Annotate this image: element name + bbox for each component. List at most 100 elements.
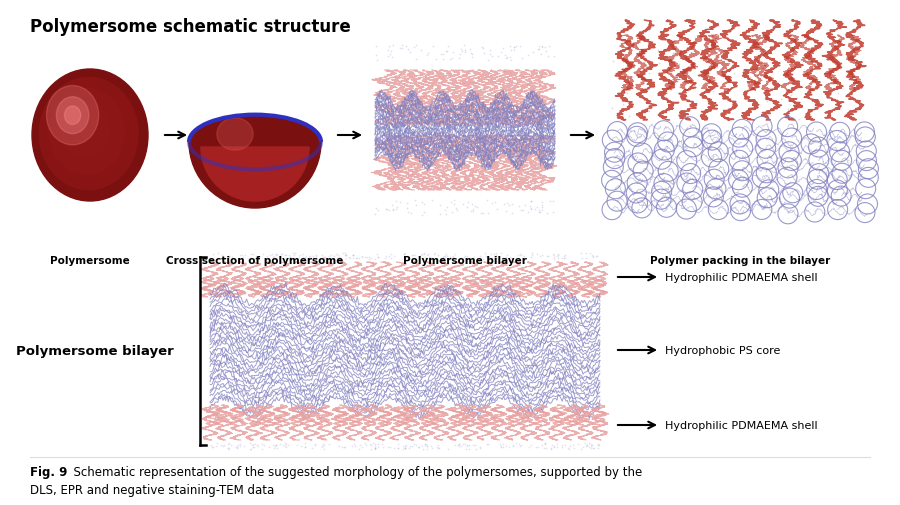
Point (543, 197, 557, 206)
Point (452, 440, 466, 448)
Point (363, 440, 377, 448)
Point (573, 249, 588, 258)
Point (345, 442, 359, 450)
Point (247, 443, 261, 451)
Point (440, 47, 454, 56)
Point (235, 252, 249, 260)
Point (590, 252, 605, 261)
Point (281, 441, 295, 449)
Point (417, 208, 431, 216)
Point (503, 46, 517, 55)
Point (280, 255, 294, 263)
Point (316, 254, 330, 262)
Point (357, 254, 372, 262)
Point (420, 250, 435, 259)
Point (255, 440, 269, 448)
Point (780, 106, 795, 114)
Point (512, 442, 526, 450)
Point (407, 256, 421, 264)
Point (397, 250, 411, 259)
Point (285, 249, 300, 258)
Point (617, 76, 632, 84)
Point (323, 255, 338, 263)
Point (547, 252, 562, 260)
Point (530, 443, 544, 451)
Point (283, 254, 297, 262)
Point (438, 250, 453, 258)
Point (246, 440, 260, 448)
Point (447, 200, 462, 209)
Point (468, 441, 482, 449)
Point (430, 251, 445, 259)
Point (584, 441, 598, 449)
Point (473, 254, 488, 262)
Point (496, 45, 510, 54)
Point (382, 51, 397, 59)
Point (322, 252, 337, 261)
Text: Polymer packing in the bilayer: Polymer packing in the bilayer (650, 256, 830, 266)
Point (266, 253, 280, 261)
Point (419, 440, 434, 448)
Text: Polymersome schematic structure: Polymersome schematic structure (30, 18, 351, 36)
Point (329, 250, 344, 259)
Point (433, 50, 447, 59)
Point (535, 203, 549, 211)
Point (295, 254, 310, 262)
Point (513, 207, 527, 215)
Point (293, 442, 308, 450)
Point (525, 251, 539, 260)
Point (244, 250, 258, 259)
Point (453, 50, 467, 59)
Point (727, 70, 742, 78)
Point (368, 43, 382, 52)
Point (213, 441, 228, 449)
Point (459, 445, 473, 453)
Point (419, 442, 434, 450)
Point (481, 210, 495, 218)
Point (386, 42, 400, 50)
Point (447, 250, 462, 258)
Point (469, 445, 483, 453)
Point (367, 440, 382, 448)
Text: Polymersome: Polymersome (50, 256, 130, 266)
Point (485, 53, 500, 61)
Point (365, 439, 380, 447)
Point (607, 58, 621, 66)
Point (586, 252, 600, 261)
Point (224, 254, 238, 262)
Point (498, 52, 512, 60)
Point (459, 441, 473, 449)
Point (243, 439, 257, 447)
Point (403, 49, 418, 57)
Point (279, 443, 293, 451)
Point (524, 205, 538, 213)
Point (752, 47, 767, 56)
Point (547, 442, 562, 450)
Point (701, 40, 716, 48)
Point (562, 442, 577, 450)
Point (584, 442, 598, 450)
Point (265, 250, 279, 258)
Point (391, 444, 405, 452)
Point (298, 439, 312, 447)
Point (281, 255, 295, 263)
Point (500, 199, 514, 208)
Point (463, 45, 477, 54)
Point (591, 444, 606, 452)
Point (466, 255, 481, 263)
Point (438, 48, 453, 56)
Point (428, 251, 442, 259)
Point (455, 440, 470, 448)
Point (749, 32, 763, 40)
Point (279, 440, 293, 448)
Point (409, 441, 423, 449)
Point (514, 441, 528, 449)
Point (314, 443, 328, 451)
Point (493, 442, 508, 450)
Point (346, 251, 360, 260)
Point (398, 444, 412, 452)
Ellipse shape (60, 103, 109, 158)
Point (774, 96, 788, 104)
Point (521, 52, 535, 60)
Point (368, 444, 382, 452)
